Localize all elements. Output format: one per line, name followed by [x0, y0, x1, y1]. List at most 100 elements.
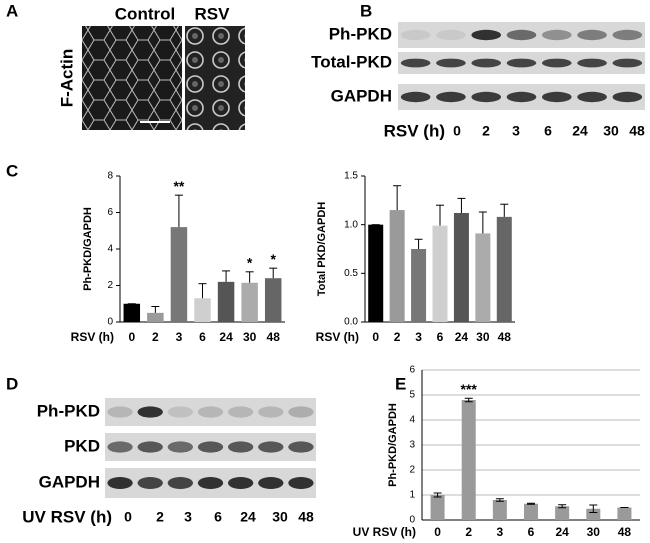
blot-band — [107, 441, 133, 453]
y-tick-label: 1.0 — [344, 219, 358, 230]
blot-band — [471, 29, 502, 41]
blot-band — [227, 441, 254, 453]
blot-band — [288, 406, 314, 418]
bar — [389, 210, 405, 322]
x-tick-label: 30 — [587, 525, 601, 539]
blot-band — [612, 58, 643, 68]
lane-label: 6 — [544, 123, 552, 139]
y-tick-label: 4 — [409, 415, 415, 426]
x-tick-label: 48 — [498, 330, 512, 344]
y-tick-label: 4 — [107, 244, 113, 255]
blot-band — [258, 441, 284, 453]
y-tick-label: 3 — [409, 440, 415, 451]
lane-label: 3 — [512, 123, 520, 139]
blot-band — [258, 477, 284, 489]
blot-label: PKD — [64, 436, 100, 455]
y-tick-label: 0 — [409, 515, 415, 526]
blot-band — [541, 91, 572, 103]
panel-letter: B — [360, 1, 372, 20]
error-bar — [198, 283, 207, 299]
blot-band — [612, 29, 643, 41]
y-tick-label: 0.0 — [344, 317, 358, 328]
lane-title: UV RSV (h) — [22, 507, 112, 526]
x-axis-label: UV RSV (h) — [353, 525, 416, 539]
lane-label: 24 — [572, 123, 588, 139]
significance-label: ** — [173, 178, 184, 194]
bar — [368, 224, 384, 322]
significance-label: * — [270, 251, 276, 267]
blot-band — [197, 477, 224, 489]
lane-label: 0 — [124, 509, 132, 525]
y-tick-label: 6 — [107, 207, 113, 218]
bar — [461, 400, 476, 520]
blot-band — [197, 441, 224, 453]
lane-title: RSV (h) — [384, 121, 445, 140]
x-tick-label: 24 — [455, 330, 469, 344]
bar — [430, 495, 445, 520]
bar — [241, 282, 258, 322]
bar — [617, 507, 632, 520]
blot-band — [471, 91, 502, 103]
error-bar — [589, 504, 598, 513]
lane-label: 24 — [240, 509, 256, 525]
blot-band — [577, 91, 607, 103]
x-tick-label: 2 — [152, 330, 159, 344]
blot-band — [137, 477, 163, 489]
panel-letter: A — [6, 1, 18, 20]
x-axis-label: RSV (h) — [71, 330, 114, 344]
column-label: Control — [115, 4, 175, 23]
error-bar — [500, 203, 509, 217]
y-axis-label: Ph-PKD/GAPDH — [82, 207, 94, 291]
bar — [453, 212, 469, 322]
error-bar — [478, 211, 487, 234]
y-tick-label: 1 — [409, 490, 415, 501]
x-axis-label: RSV (h) — [316, 330, 359, 344]
error-bar — [527, 502, 535, 505]
error-bar — [393, 185, 402, 211]
x-tick-label: 0 — [434, 525, 441, 539]
blot-band — [197, 406, 224, 418]
error-bar — [222, 270, 231, 282]
blot-band — [107, 477, 133, 489]
blot-band — [541, 58, 572, 68]
blot-band — [288, 477, 314, 489]
x-tick-label: 24 — [555, 525, 569, 539]
blot-band — [400, 29, 431, 41]
y-axis-label: Ph-PKD/GAPDH — [387, 403, 399, 487]
x-tick-label: 6 — [528, 525, 535, 539]
bar — [586, 508, 601, 520]
bar — [147, 312, 164, 322]
lane-label: 30 — [272, 509, 288, 525]
x-tick-label: 3 — [176, 330, 183, 344]
blot-band — [288, 441, 314, 453]
panel-letter: D — [6, 374, 18, 393]
blot-band — [577, 58, 607, 68]
blot-band — [137, 406, 163, 418]
blot-label: Total-PKD — [311, 52, 392, 71]
blot-band — [436, 58, 466, 68]
blot-band — [258, 406, 284, 418]
bar — [475, 233, 491, 322]
bar — [123, 303, 141, 322]
blot-band — [506, 29, 537, 41]
error-bar — [269, 267, 278, 279]
blot-band — [227, 477, 254, 489]
blot-band — [436, 29, 466, 41]
bar — [555, 506, 570, 520]
y-tick-label: 2 — [107, 280, 113, 291]
blot-band — [167, 477, 194, 489]
blot-label: GAPDH — [331, 86, 392, 105]
bar — [523, 503, 539, 520]
error-bar — [414, 238, 423, 249]
error-bar — [433, 492, 442, 498]
error-bar — [245, 271, 254, 283]
lane-label: 3 — [184, 509, 192, 525]
error-bar — [436, 204, 444, 226]
lane-label: 6 — [214, 509, 222, 525]
error-bar — [174, 194, 183, 228]
blot-band — [167, 441, 194, 453]
significance-label: *** — [461, 381, 478, 397]
